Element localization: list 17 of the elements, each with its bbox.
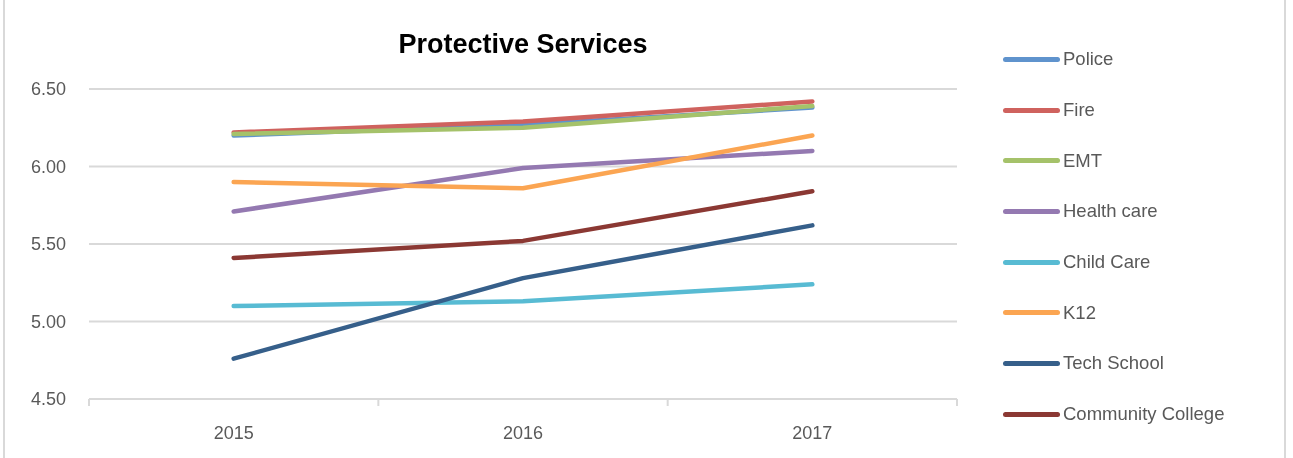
legend-label: Fire — [1063, 99, 1095, 122]
y-tick-label: 6.50 — [30, 79, 66, 99]
y-tick-label: 6.00 — [30, 156, 66, 177]
y-tick-label: 5.50 — [30, 234, 66, 254]
x-tick-label: 2017 — [792, 423, 833, 443]
legend-label: EMT — [1063, 149, 1103, 172]
legend-label: Child Care — [1063, 251, 1151, 274]
legend-label: Tech School — [1063, 352, 1164, 375]
chart-title: Protective Services — [397, 28, 649, 60]
x-tick-label: 2015 — [213, 423, 254, 443]
legend-label: K12 — [1063, 301, 1096, 324]
y-tick-label: 5.00 — [30, 311, 66, 332]
x-tick-label: 2016 — [502, 423, 544, 443]
y-tick-label: 4.50 — [30, 389, 66, 409]
legend-label: Police — [1063, 48, 1114, 71]
legend-label: Health care — [1063, 200, 1158, 223]
legend-label: Community College — [1063, 403, 1225, 426]
